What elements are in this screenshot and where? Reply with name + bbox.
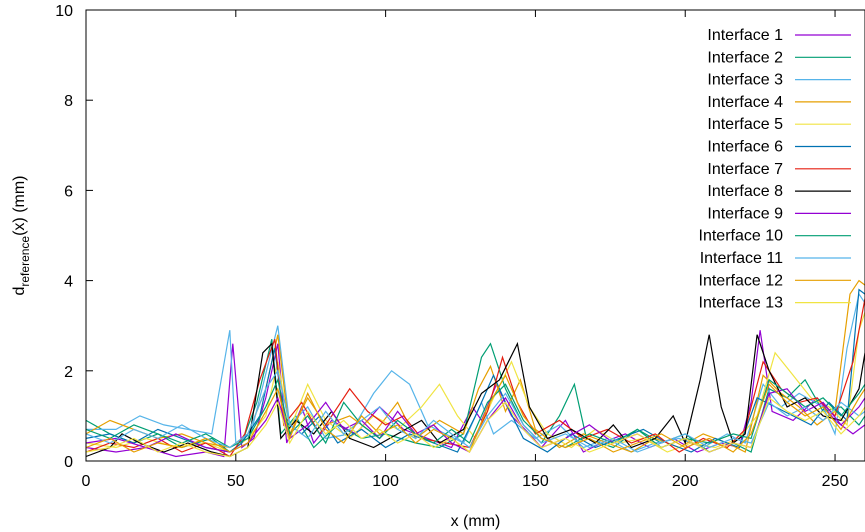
axis-ticks — [85, 9, 836, 462]
y-axis-label-subscript: reference — [18, 236, 32, 287]
legend-label-8: Interface 8 — [707, 183, 783, 200]
plot-frame — [85, 9, 865, 462]
legend-label-13: Interface 13 — [699, 295, 784, 312]
series-line-13 — [85, 396, 865, 458]
y-axis-label-rest: (x) (mm) — [11, 175, 28, 235]
series-lines — [85, 279, 865, 458]
y-axis-label: dreference(x) (mm) — [11, 175, 32, 295]
legend-label-2: Interface 2 — [707, 49, 783, 66]
y-tick-label: 6 — [64, 183, 73, 200]
x-tick-label: 200 — [672, 473, 699, 490]
x-tick-label: 100 — [372, 473, 399, 490]
y-tick-label: 10 — [55, 3, 73, 20]
legend-label-4: Interface 4 — [707, 94, 783, 111]
legend-label-11: Interface 11 — [700, 250, 783, 267]
legend-label-1: Interface 1 — [707, 27, 783, 44]
legend-label-9: Interface 9 — [707, 205, 783, 222]
legend-label-3: Interface 3 — [707, 72, 783, 89]
legend-label-10: Interface 10 — [699, 228, 784, 245]
legend-label-12: Interface 12 — [699, 272, 784, 289]
x-tick-label: 150 — [522, 473, 549, 490]
x-axis-label: x (mm) — [451, 513, 501, 530]
x-tick-label: 250 — [822, 473, 849, 490]
legend-label-6: Interface 6 — [707, 139, 783, 156]
legend-label-5: Interface 5 — [707, 116, 783, 133]
x-tick-label: 0 — [82, 473, 91, 490]
legend: Interface 1 Interface 2 Interface 3 Interfa… — [699, 27, 851, 312]
x-tick-label: 50 — [227, 473, 245, 490]
y-tick-label: 0 — [64, 454, 73, 471]
legend-label-7: Interface 7 — [707, 161, 783, 178]
axis-tick-labels: 0 50 100 150 200 250 0 2 4 6 8 10 — [55, 3, 848, 490]
y-tick-label: 2 — [64, 364, 73, 381]
y-axis-label-main: d — [11, 287, 28, 296]
y-tick-label: 4 — [64, 274, 73, 291]
series-line-5 — [85, 312, 865, 453]
y-tick-label: 8 — [64, 93, 73, 110]
